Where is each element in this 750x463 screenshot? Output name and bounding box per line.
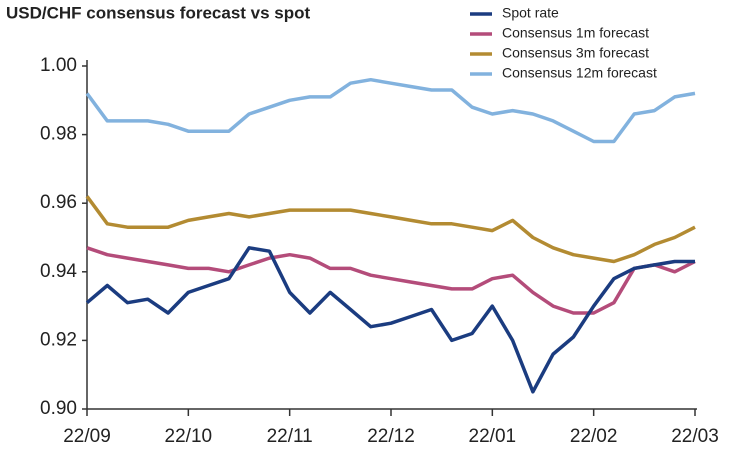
y-tick-label: 0.92 — [40, 329, 77, 350]
y-tick-label: 0.96 — [40, 192, 77, 213]
x-tick-label: 22/02 — [570, 426, 618, 447]
legend-label: Spot rate — [502, 5, 559, 21]
series-line — [86, 246, 696, 315]
chart-title: USD/CHF consensus forecast vs spot — [6, 3, 311, 22]
series-line — [85, 195, 696, 264]
series-line — [85, 77, 696, 144]
x-tick-label: 22/11 — [267, 426, 313, 447]
legend-label: Consensus 3m forecast — [502, 45, 649, 61]
y-tick-label: 0.98 — [40, 124, 77, 145]
y-tick-label: 0.94 — [40, 261, 77, 282]
x-tick-label: 22/10 — [165, 426, 213, 447]
legend-label: Consensus 1m forecast — [502, 25, 649, 41]
y-tick-label: 0.90 — [40, 398, 77, 419]
series-line — [85, 246, 695, 394]
x-tick-label: 22/12 — [367, 426, 415, 447]
x-tick-label: 22/03 — [671, 426, 719, 447]
y-tick-label: 1.00 — [40, 55, 77, 76]
x-tick-label: 22/01 — [469, 426, 517, 447]
x-tick-label: 22/09 — [63, 426, 111, 447]
legend-label: Consensus 12m forecast — [502, 65, 657, 81]
